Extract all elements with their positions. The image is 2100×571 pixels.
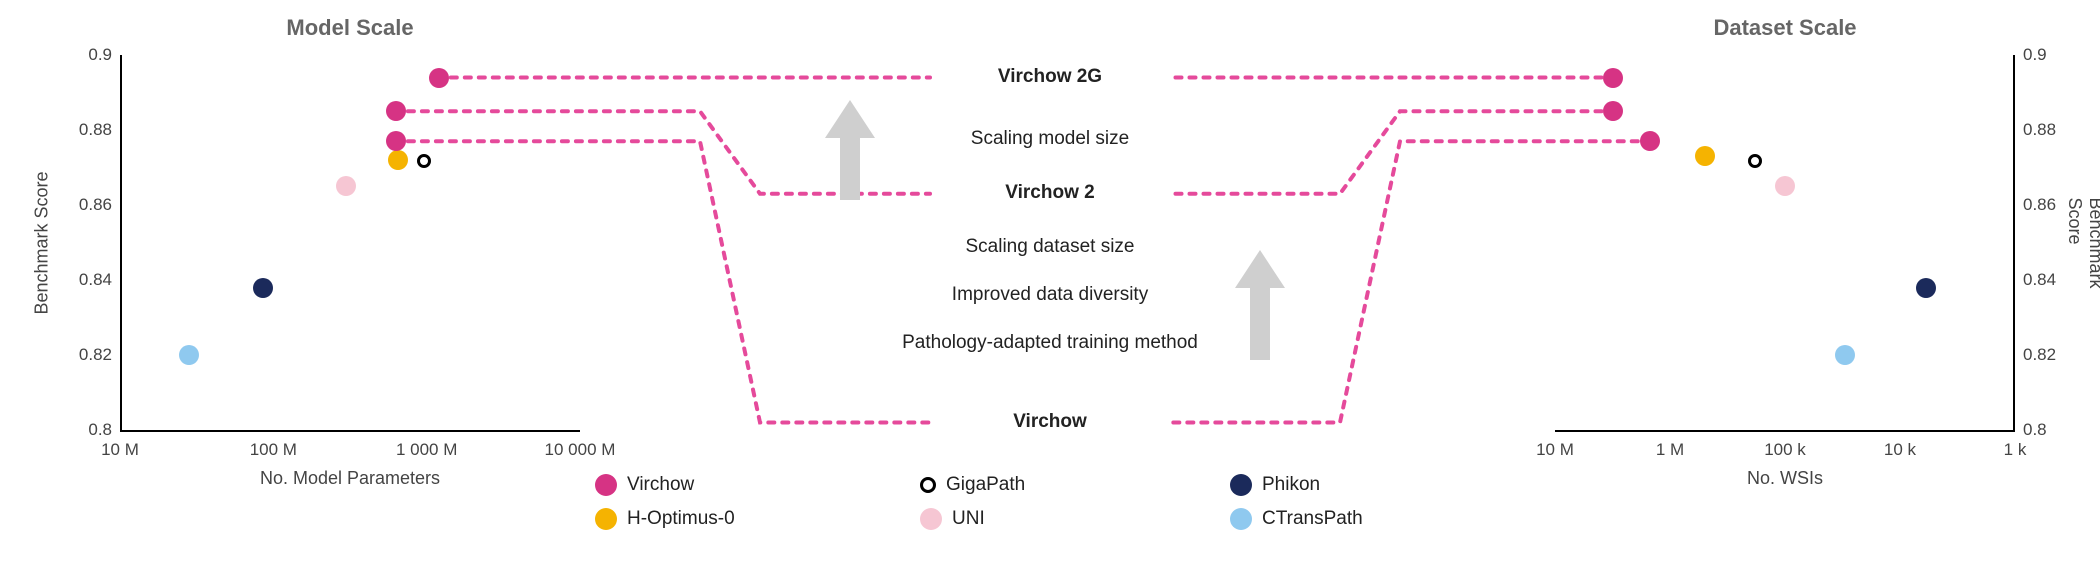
y-tick-label: 0.84 [2023, 270, 2056, 290]
x-tick-label: 100 k [1764, 440, 1806, 460]
legend-item: GigaPath [920, 472, 1025, 498]
legend-item: UNI [920, 506, 1025, 532]
legend-column: Virchow H-Optimus-0 [595, 472, 735, 532]
chart-title: Dataset Scale [1713, 15, 1856, 41]
legend-item: H-Optimus-0 [595, 506, 735, 532]
center-annotation: Pathology-adapted training method [902, 332, 1198, 354]
data-point [1916, 278, 1936, 298]
legend-swatch [1230, 508, 1252, 530]
data-point [1603, 68, 1623, 88]
center-model-label: Virchow [1013, 411, 1087, 433]
data-point [1603, 101, 1623, 121]
y-axis-line [2013, 55, 2015, 430]
x-axis-title: No. WSIs [1747, 468, 1823, 489]
legend-swatch [1230, 474, 1252, 496]
y-tick-label: 0.86 [2023, 195, 2056, 215]
legend-label: Virchow [627, 474, 694, 496]
legend-swatch [595, 508, 617, 530]
legend-label: CTransPath [1262, 508, 1363, 530]
legend-label: UNI [952, 508, 985, 530]
legend-label: GigaPath [946, 474, 1025, 496]
legend-swatch [920, 477, 936, 493]
center-annotation: Scaling model size [971, 128, 1129, 150]
legend-swatch [920, 508, 942, 530]
center-annotation: Scaling dataset size [966, 236, 1135, 258]
legend-label: Phikon [1262, 474, 1320, 496]
legend-swatch [595, 474, 617, 496]
legend-item: Phikon [1230, 472, 1363, 498]
y-tick-label: 0.8 [2023, 420, 2047, 440]
y-tick-label: 0.82 [2023, 345, 2056, 365]
x-tick-label: 10 M [1536, 440, 1574, 460]
y-axis-title: Benchmark Score [2064, 197, 2100, 288]
data-point [1775, 176, 1795, 196]
legend-item: CTransPath [1230, 506, 1363, 532]
legend-column: Phikon CTransPath [1230, 472, 1363, 532]
y-tick-label: 0.88 [2023, 120, 2056, 140]
legend-column: GigaPath UNI [920, 472, 1025, 532]
data-point [1695, 146, 1715, 166]
x-tick-label: 1 k [2004, 440, 2027, 460]
legend-item: Virchow [595, 472, 735, 498]
legend-label: H-Optimus-0 [627, 508, 735, 530]
y-tick-label: 0.9 [2023, 45, 2047, 65]
data-point [1835, 345, 1855, 365]
center-model-label: Virchow 2 [1005, 182, 1094, 204]
x-tick-label: 1 M [1656, 440, 1684, 460]
center-model-label: Virchow 2G [998, 66, 1102, 88]
data-point [1748, 154, 1762, 168]
x-axis-line [1555, 430, 2015, 432]
center-annotation: Improved data diversity [952, 284, 1148, 306]
data-point [1640, 131, 1660, 151]
x-tick-label: 10 k [1884, 440, 1916, 460]
